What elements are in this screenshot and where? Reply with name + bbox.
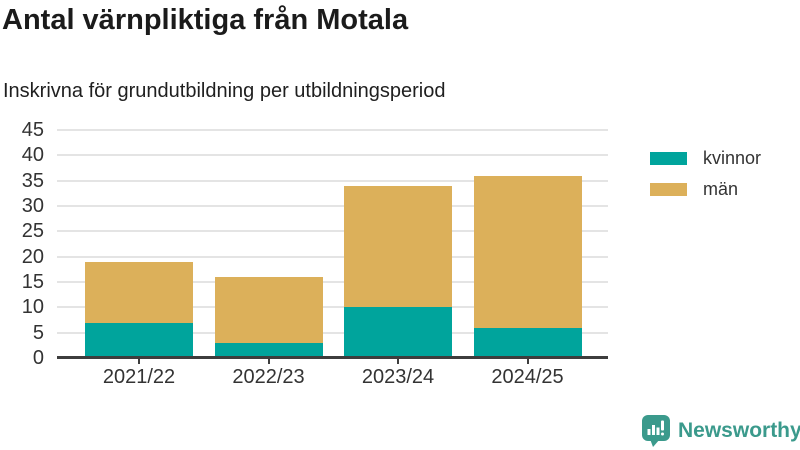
- legend-swatch-kvinnor: [650, 152, 687, 165]
- y-tick-label: 10: [21, 296, 44, 319]
- x-tick-label: 2022/23: [232, 366, 305, 388]
- y-tick-label: 20: [21, 245, 44, 268]
- gridline: [57, 230, 608, 233]
- bar-segment-män: [214, 276, 323, 343]
- legend-item: män: [650, 179, 761, 200]
- brand-name: Newsworthy: [678, 418, 800, 442]
- gridline: [57, 331, 608, 334]
- bar-segment-män: [85, 261, 193, 323]
- legend-label: män: [703, 179, 739, 199]
- gridline: [57, 154, 608, 157]
- legend-label: kvinnor: [703, 148, 762, 168]
- gridline: [57, 255, 608, 258]
- bar-segment-män: [344, 185, 452, 308]
- gridline: [57, 205, 608, 207]
- y-tick-label: 5: [32, 321, 44, 344]
- x-tick: [138, 358, 140, 364]
- gridline: [57, 306, 608, 309]
- x-tick-label: 2024/25: [491, 366, 564, 388]
- x-tick: [397, 358, 399, 364]
- gridline: [57, 281, 608, 283]
- gridline: [57, 129, 608, 131]
- y-tick-label: 0: [32, 347, 44, 369]
- bar-segment-kvinnor: [214, 342, 323, 358]
- bar-chart-speech-bubble-icon: [642, 415, 670, 447]
- y-tick-label: 40: [21, 144, 44, 167]
- bar-segment-kvinnor: [473, 327, 582, 358]
- x-tick-label: 2021/22: [102, 366, 176, 388]
- chart-subtitle: Inskrivna för grundutbildning per utbild…: [3, 80, 446, 102]
- legend-item: kvinnor: [650, 148, 761, 169]
- y-tick-label: 45: [21, 119, 44, 141]
- y-tick-label: 15: [21, 271, 44, 293]
- x-tick-label: 2023/24: [361, 366, 435, 388]
- x-axis-line: [57, 356, 608, 359]
- chart-title: Antal värnpliktiga från Motala: [2, 4, 409, 36]
- legend: kvinnor män: [650, 148, 761, 210]
- y-tick-label: 25: [21, 220, 44, 243]
- bar-segment-kvinnor: [344, 307, 452, 358]
- gridline: [57, 179, 608, 182]
- x-tick: [526, 358, 529, 364]
- y-tick-label: 35: [21, 169, 44, 192]
- x-tick: [267, 358, 270, 364]
- bar-segment-kvinnor: [85, 322, 193, 358]
- y-tick-label: 30: [21, 195, 44, 217]
- newsworthy-logo: Newsworthy: [641, 414, 800, 447]
- bar-segment-män: [473, 175, 582, 328]
- legend-swatch-män: [650, 183, 687, 196]
